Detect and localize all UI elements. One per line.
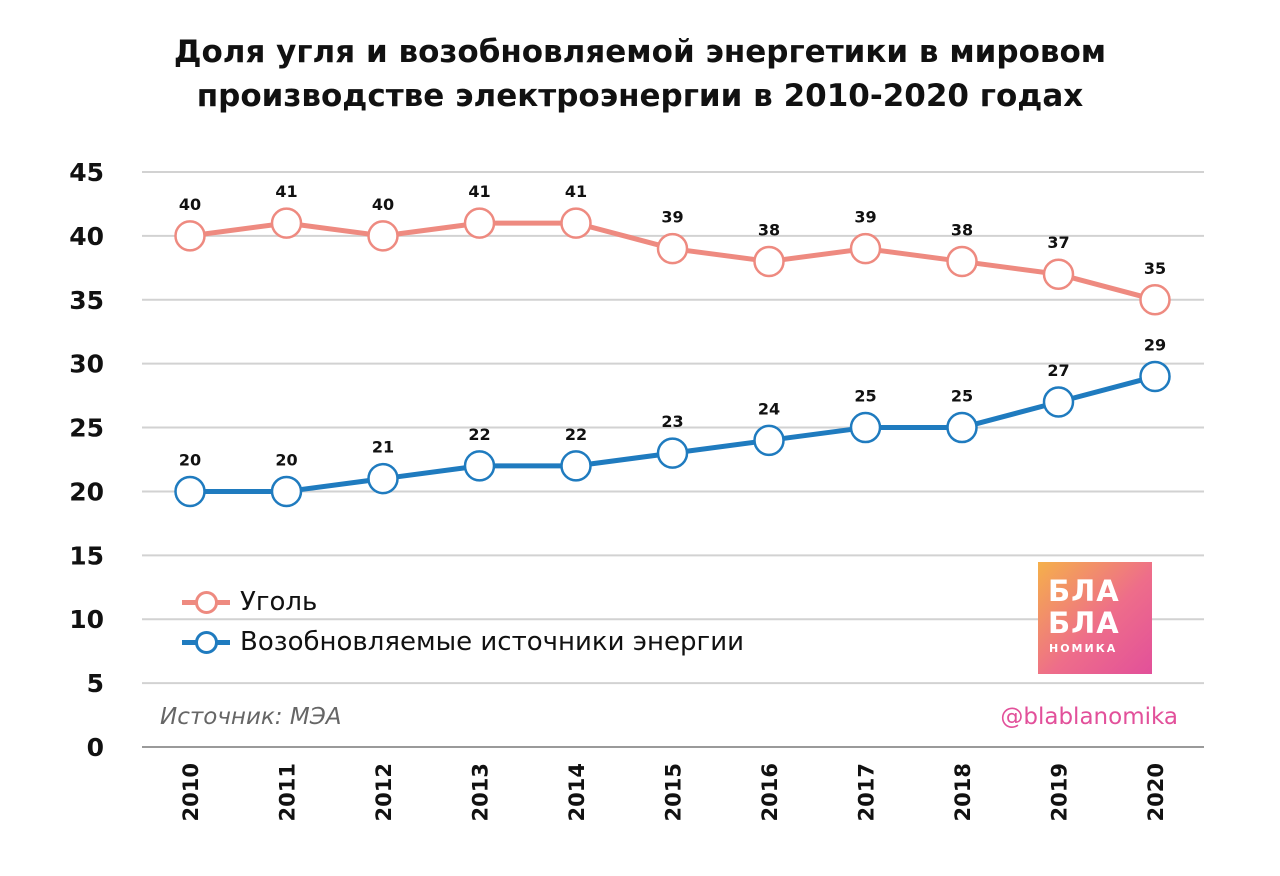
data-point [270, 207, 303, 239]
data-label: 37 [1047, 233, 1069, 252]
data-label: 41 [468, 182, 490, 201]
legend-item-coal: Уголь [182, 582, 744, 622]
data-label: 38 [758, 220, 780, 239]
x-tick-label: 2010 [179, 763, 203, 821]
x-tick-label: 2020 [1144, 763, 1168, 821]
x-tick-label: 2011 [276, 763, 300, 821]
data-label: 20 [275, 450, 297, 469]
y-tick-label: 45 [69, 158, 104, 187]
y-tick-label: 0 [87, 733, 104, 762]
data-label: 22 [468, 425, 490, 444]
data-point [1042, 258, 1075, 290]
y-tick-label: 10 [69, 605, 104, 634]
x-tick-label: 2015 [662, 763, 686, 821]
data-point [367, 462, 399, 495]
legend-marker-coal [182, 590, 230, 614]
data-label: 22 [565, 425, 587, 444]
chart-title: Доля угля и возобновляемой энергетики в … [0, 30, 1280, 118]
data-point [270, 475, 303, 508]
legend-marker-renewables [182, 630, 230, 654]
source-note: Источник: МЭА [160, 704, 342, 730]
data-point [174, 220, 206, 252]
data-label: 25 [951, 387, 973, 406]
y-tick-label: 20 [69, 477, 104, 506]
y-tick-label: 5 [87, 669, 104, 698]
data-point [656, 232, 689, 265]
data-point [463, 450, 496, 482]
data-point [753, 424, 785, 457]
data-point [753, 245, 785, 278]
y-tick-label: 30 [69, 350, 104, 379]
data-point [463, 207, 496, 239]
data-point [656, 437, 689, 469]
data-label: 27 [1047, 361, 1069, 380]
x-tick-label: 2018 [951, 763, 975, 821]
data-point [174, 475, 206, 508]
data-point [1042, 386, 1075, 418]
y-tick-label: 15 [69, 541, 104, 570]
x-tick-label: 2019 [1048, 763, 1072, 821]
data-point [1139, 360, 1171, 393]
data-point [560, 207, 592, 239]
y-tick-label: 25 [69, 414, 104, 443]
blablanomika-logo: БЛА БЛА НОМИКА [1038, 562, 1152, 674]
x-tick-label: 2012 [372, 763, 396, 821]
chart-title-line-1: Доля угля и возобновляемой энергетики в … [173, 34, 1107, 70]
data-point [946, 245, 978, 278]
x-tick-label: 2017 [855, 763, 879, 821]
logo-line-3: НОМИКА [1049, 642, 1118, 655]
x-tick-label: 2016 [758, 763, 782, 821]
data-point [849, 232, 882, 265]
logo-line-1: БЛА [1048, 574, 1120, 608]
data-label: 24 [758, 399, 780, 418]
data-point [1139, 284, 1171, 316]
data-label: 41 [565, 182, 587, 201]
data-label: 35 [1144, 259, 1166, 278]
data-label: 41 [275, 182, 297, 201]
y-tick-label: 40 [69, 222, 104, 251]
data-label: 20 [179, 450, 201, 469]
data-label: 25 [854, 387, 876, 406]
legend: Уголь Возобновляемые источники энергии [182, 582, 744, 662]
data-label: 23 [661, 412, 683, 431]
data-label: 29 [1144, 335, 1166, 354]
social-handle: @blablanomika [1000, 704, 1178, 730]
series-line-1 [187, 373, 1158, 494]
data-label: 39 [661, 208, 683, 227]
data-label: 38 [951, 220, 973, 239]
data-label: 21 [372, 438, 394, 457]
data-label: 40 [179, 195, 201, 214]
legend-item-renewables: Возобновляемые источники энергии [182, 622, 744, 662]
x-tick-label: 2014 [565, 763, 589, 821]
data-point [849, 411, 882, 444]
chart-title-line-2: производстве электроэнергии в 2010-2020 … [196, 78, 1084, 114]
data-point [946, 411, 978, 444]
x-tick-label: 2013 [469, 763, 493, 821]
data-label: 40 [372, 195, 394, 214]
legend-label-coal: Уголь [240, 587, 318, 617]
data-point [560, 450, 592, 482]
data-label: 39 [854, 208, 876, 227]
logo-line-2: БЛА [1048, 606, 1120, 640]
legend-label-renewables: Возобновляемые источники энергии [240, 627, 744, 657]
data-point [367, 220, 399, 252]
y-tick-label: 35 [69, 286, 104, 315]
